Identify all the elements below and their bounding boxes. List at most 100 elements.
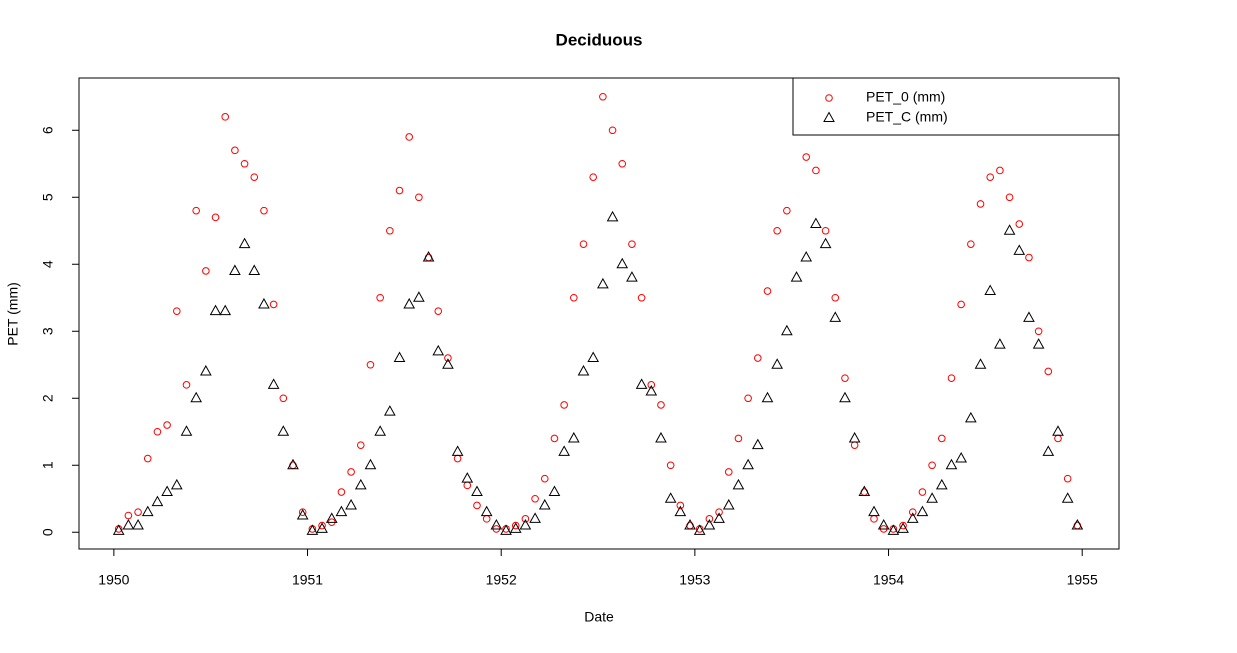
point	[395, 186, 404, 195]
point	[461, 472, 474, 483]
point	[926, 492, 938, 503]
point	[529, 512, 541, 523]
point	[848, 431, 861, 443]
point	[897, 522, 909, 533]
point	[182, 381, 191, 389]
point	[209, 304, 222, 316]
point	[287, 458, 299, 470]
point	[298, 508, 307, 516]
legend-label: PET_0 (mm)	[866, 89, 945, 105]
point	[141, 505, 154, 517]
point	[163, 421, 171, 429]
point	[684, 519, 696, 530]
point	[558, 445, 570, 456]
point	[1042, 445, 1055, 456]
point	[383, 405, 396, 416]
point	[850, 441, 859, 449]
point	[618, 159, 627, 168]
point	[471, 485, 483, 497]
point	[751, 438, 764, 450]
y-tick-label: 1	[40, 461, 56, 469]
point	[724, 468, 733, 476]
point	[1061, 492, 1074, 503]
point	[957, 300, 965, 309]
point	[655, 431, 667, 443]
point	[432, 344, 445, 356]
point	[1063, 474, 1072, 483]
point	[715, 508, 723, 516]
point	[839, 391, 851, 403]
plot-frame	[78, 77, 1120, 550]
point	[356, 441, 365, 449]
point	[345, 498, 357, 510]
point	[366, 360, 375, 369]
point	[587, 351, 600, 363]
point	[296, 508, 309, 520]
point	[132, 519, 144, 530]
point	[354, 478, 367, 490]
point	[347, 468, 355, 476]
point	[705, 515, 714, 523]
point	[451, 445, 464, 456]
y-tick-label: 0	[40, 528, 56, 536]
chart-title: Deciduous	[556, 30, 643, 49]
point	[1044, 367, 1053, 376]
point	[221, 113, 230, 121]
point	[190, 391, 203, 403]
x-tick-label: 1950	[98, 572, 129, 588]
point	[560, 401, 568, 409]
point	[570, 293, 578, 302]
point	[434, 307, 443, 315]
point	[231, 146, 239, 155]
point	[868, 505, 880, 517]
point	[480, 505, 493, 517]
y-tick-label: 6	[40, 126, 56, 134]
point	[519, 519, 532, 530]
point	[676, 501, 685, 510]
point	[577, 364, 590, 376]
point	[1023, 311, 1035, 322]
point	[937, 434, 946, 443]
point	[947, 374, 956, 382]
point	[509, 522, 522, 533]
point	[783, 206, 791, 215]
point	[810, 217, 822, 229]
y-tick-label: 2	[40, 394, 56, 402]
point	[463, 481, 472, 490]
point	[734, 434, 743, 443]
point	[386, 226, 394, 235]
point	[1032, 338, 1045, 349]
legend-label: PET_C (mm)	[866, 109, 948, 125]
point	[238, 237, 251, 249]
point	[928, 461, 936, 470]
point	[906, 512, 919, 523]
point	[540, 474, 549, 483]
point	[984, 284, 997, 296]
point	[647, 381, 656, 389]
point	[637, 293, 646, 302]
point	[628, 240, 636, 248]
point	[821, 226, 830, 235]
point	[870, 515, 878, 523]
point	[579, 240, 588, 248]
point	[240, 159, 249, 168]
point	[754, 354, 762, 362]
point	[500, 524, 512, 535]
y-tick-label: 3	[40, 327, 56, 335]
point	[444, 354, 452, 362]
point	[606, 210, 619, 222]
x-tick-label: 1951	[292, 572, 323, 588]
point	[151, 495, 164, 507]
point	[279, 394, 288, 403]
point	[258, 297, 270, 309]
point	[829, 311, 842, 322]
point	[812, 166, 820, 175]
point	[521, 515, 530, 523]
point	[877, 519, 890, 530]
point	[318, 521, 326, 530]
point	[422, 251, 435, 262]
point	[200, 364, 212, 376]
point	[453, 454, 462, 463]
point	[771, 358, 784, 369]
point	[161, 485, 173, 497]
